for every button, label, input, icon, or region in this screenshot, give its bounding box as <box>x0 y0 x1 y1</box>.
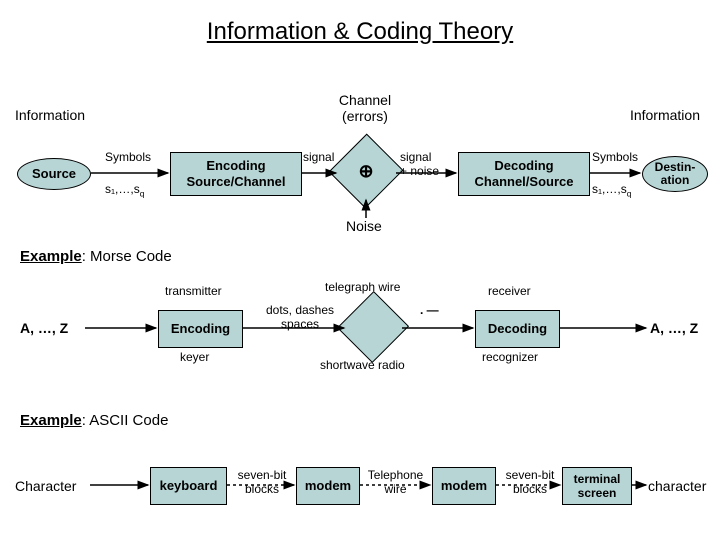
row3-arrows <box>0 0 720 540</box>
